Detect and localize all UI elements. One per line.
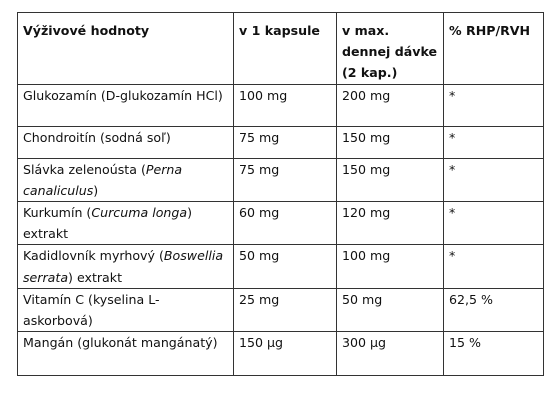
- row-max-dose: 120 mg: [336, 201, 444, 246]
- row-max-dose: 300 µg: [336, 331, 444, 377]
- header-max-dose: v max. dennej dávke (2 kap.): [336, 12, 444, 85]
- table-row: Kadidlovník myrhový (Boswellia serrata) …: [17, 244, 544, 289]
- nutrient-name-text: Mangán (glukonát mangánatý): [23, 335, 218, 351]
- row-nutrient-name: Glukozamín (D-glukozamín HCl): [17, 83, 234, 127]
- table-row: Slávka zelenoústa (Perna canaliculus) 75…: [17, 157, 544, 203]
- row-rhp: 15 %: [443, 331, 544, 377]
- table-row: Glukozamín (D-glukozamín HCl) 100 mg 200…: [17, 83, 544, 127]
- table-body: Glukozamín (D-glukozamín HCl) 100 mg 200…: [17, 83, 544, 377]
- nutrient-name-text: Kadidlovník myrhový (: [23, 248, 164, 264]
- nutrient-name-text: Kurkumín (: [23, 205, 92, 221]
- table-row: Vitamín C (kyselina L-askorbová) 25 mg 5…: [17, 287, 544, 333]
- row-per-capsule: 25 mg: [233, 287, 337, 333]
- nutrition-table: Výživové hodnoty v 1 kapsule v max. denn…: [17, 12, 544, 377]
- table-row: Kurkumín (Curcuma longa) extrakt 60 mg 1…: [17, 201, 544, 246]
- row-rhp: *: [443, 157, 544, 203]
- nutrient-name-text: Slávka zelenoústa (: [23, 161, 146, 177]
- row-max-dose: 50 mg: [336, 287, 444, 333]
- row-per-capsule: 50 mg: [233, 244, 337, 289]
- row-nutrient-name: Vitamín C (kyselina L-askorbová): [17, 287, 234, 333]
- nutrient-latin-name: Curcuma longa: [91, 205, 188, 221]
- row-nutrient-name: Mangán (glukonát mangánatý): [17, 331, 234, 377]
- nutrient-name-text: Chondroitín (sodná soľ): [23, 129, 171, 145]
- row-max-dose: 200 mg: [336, 83, 444, 127]
- nutrient-name-suffix: ): [93, 182, 99, 198]
- header-row: Výživové hodnoty v 1 kapsule v max. denn…: [17, 12, 544, 85]
- row-per-capsule: 75 mg: [233, 157, 337, 203]
- row-nutrient-name: Chondroitín (sodná soľ): [17, 125, 234, 159]
- row-nutrient-name: Slávka zelenoústa (Perna canaliculus): [17, 157, 234, 203]
- row-per-capsule: 150 µg: [233, 331, 337, 377]
- table-row: Chondroitín (sodná soľ) 75 mg 150 mg *: [17, 125, 544, 159]
- nutrient-name-suffix: ) extrakt: [23, 205, 193, 242]
- nutrient-latin-name: Perna canaliculus: [23, 161, 183, 198]
- nutrient-name-text: Glukozamín (D-glukozamín HCl): [23, 87, 223, 103]
- table-row: Mangán (glukonát mangánatý) 150 µg 300 µ…: [17, 331, 544, 377]
- row-max-dose: 100 mg: [336, 244, 444, 289]
- header-per-capsule: v 1 kapsule: [233, 12, 337, 85]
- row-nutrient-name: Kurkumín (Curcuma longa) extrakt: [17, 201, 234, 246]
- nutrient-name-text: Vitamín C (kyselina L-askorbová): [23, 291, 160, 329]
- row-per-capsule: 100 mg: [233, 83, 337, 127]
- header-rhp: % RHP/RVH: [443, 12, 544, 85]
- row-per-capsule: 75 mg: [233, 125, 337, 159]
- table-header: Výživové hodnoty v 1 kapsule v max. denn…: [17, 12, 544, 85]
- row-rhp: *: [443, 125, 544, 159]
- header-nutrient: Výživové hodnoty: [17, 12, 234, 85]
- row-rhp: *: [443, 83, 544, 127]
- row-max-dose: 150 mg: [336, 125, 444, 159]
- row-per-capsule: 60 mg: [233, 201, 337, 246]
- nutrient-name-suffix: ) extrakt: [68, 269, 123, 285]
- row-rhp: *: [443, 244, 544, 289]
- row-rhp: 62,5 %: [443, 287, 544, 333]
- row-max-dose: 150 mg: [336, 157, 444, 203]
- row-rhp: *: [443, 201, 544, 246]
- nutrient-latin-name: Boswellia serrata: [23, 248, 224, 285]
- row-nutrient-name: Kadidlovník myrhový (Boswellia serrata) …: [17, 244, 234, 289]
